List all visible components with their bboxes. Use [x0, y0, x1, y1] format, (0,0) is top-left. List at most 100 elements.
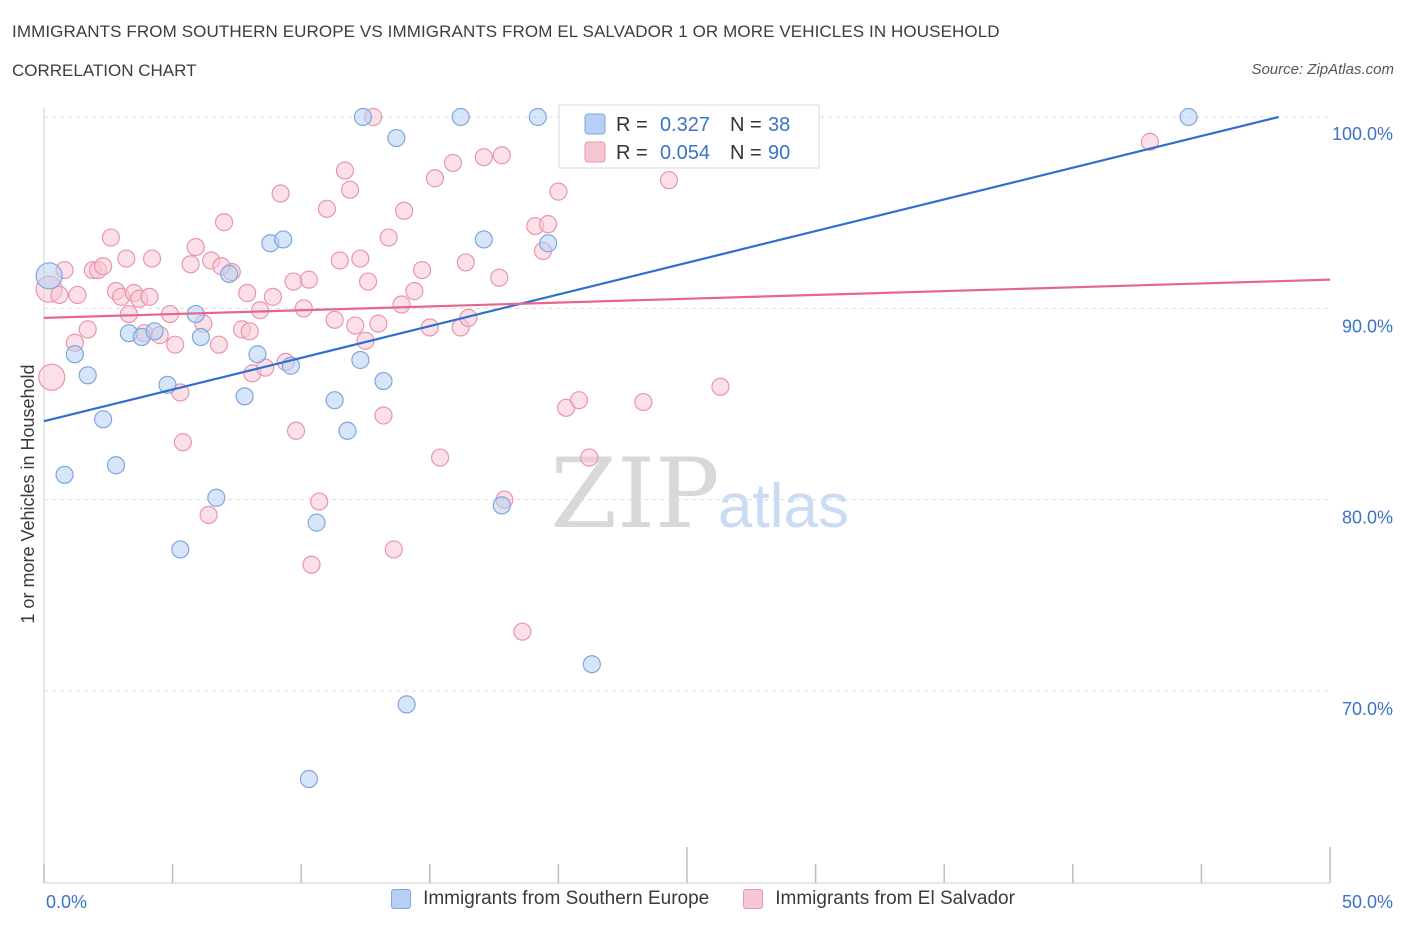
legend-swatch-blue [391, 889, 412, 909]
data-point-pink [294, 299, 313, 318]
stats-r-label: R = [616, 114, 648, 136]
data-point-pink [214, 213, 234, 232]
data-point-pink [101, 228, 120, 247]
data-point-blue [307, 513, 326, 532]
trend-line-pink [43, 278, 1331, 319]
data-point-pink [335, 161, 355, 180]
data-point-pink [310, 492, 329, 511]
stats-n-value: 38 [768, 114, 790, 136]
data-point-pink [199, 505, 218, 525]
watermark-zip: ZIP [550, 438, 719, 550]
series-southern-europe [35, 107, 1198, 789]
data-point-pink [392, 295, 411, 314]
data-point-blue [220, 264, 239, 283]
legend-swatch-pink [743, 889, 764, 909]
data-point-blue [207, 488, 226, 507]
data-point-pink [238, 283, 257, 303]
data-point-blue [248, 345, 267, 364]
data-point-blue [171, 540, 190, 559]
data-point-pink [394, 201, 414, 220]
data-point-blue [78, 366, 97, 385]
data-point-blue [528, 107, 547, 127]
x-tick-label-min: 0.0% [46, 892, 87, 912]
data-point-blue [191, 327, 210, 347]
data-point-pink [263, 287, 283, 306]
data-point-blue [235, 387, 254, 406]
data-point-pink [299, 270, 319, 289]
grid [44, 116, 1330, 692]
stats-swatch-blue [584, 113, 606, 135]
data-point-pink [119, 304, 138, 324]
x-tick-label-max: 50.0% [1342, 892, 1393, 912]
stats-n-label: N = [730, 142, 762, 164]
data-point-pink [443, 153, 463, 173]
legend-item-el-salvador[interactable]: Immigrants from El Salvador [743, 888, 1015, 910]
data-point-pink [412, 260, 432, 280]
data-point-pink [340, 180, 360, 199]
stats-n-value: 90 [768, 142, 790, 164]
trend-line-blue [43, 115, 1279, 423]
data-point-pink [379, 228, 398, 247]
data-point-blue [325, 391, 344, 410]
series-el-salvador [35, 107, 1160, 641]
data-point-pink [117, 249, 136, 268]
stats-legend: R = 0.327 N = 38 R = 0.054 N = 90 [558, 104, 820, 169]
legend-label-el-salvador: Immigrants from El Salvador [775, 888, 1015, 909]
data-point-blue [299, 769, 319, 789]
data-point-blue [106, 456, 126, 475]
data-point-pink [513, 622, 532, 641]
y-tick-label: 100.0% [1332, 124, 1393, 144]
y-tick-label: 70.0% [1342, 699, 1393, 719]
data-point-pink [142, 249, 162, 268]
data-point-blue [94, 410, 113, 429]
source-credit: Source: ZipAtlas.com [1251, 61, 1394, 78]
data-point-blue [492, 496, 511, 515]
data-point-pink [173, 433, 192, 452]
data-point-pink [166, 335, 185, 354]
data-point-blue [55, 465, 74, 484]
data-point-pink [549, 182, 568, 201]
watermark-atlas: atlas [718, 472, 849, 541]
data-point-pink [271, 184, 290, 203]
data-point-pink [94, 257, 113, 276]
stats-r-value: 0.327 [660, 114, 710, 136]
data-point-pink [181, 255, 200, 274]
stats-r-value: 0.054 [660, 142, 710, 164]
data-point-blue [397, 695, 416, 714]
data-point-pink [358, 272, 378, 291]
data-point-pink [490, 268, 509, 287]
data-point-pink [284, 272, 303, 291]
data-point-pink [374, 406, 393, 425]
data-point-pink [351, 249, 370, 268]
data-point-pink [68, 285, 87, 305]
data-point-blue [353, 107, 373, 127]
data-point-blue [274, 230, 293, 249]
data-point-blue [387, 128, 406, 148]
tick-labels: 70.0% 80.0% 90.0% 100.0% 0.0% 50.0% 1 or more … [18, 124, 1393, 912]
legend-item-southern-europe[interactable]: Immigrants from Southern Europe [391, 888, 709, 910]
y-axis-label: 1 or more Vehicles in Household [18, 364, 38, 623]
data-point-pink [209, 335, 228, 354]
chart-title: IMMIGRANTS FROM SOUTHERN EUROPE VS IMMIG… [12, 22, 1000, 41]
data-point-pink [286, 421, 306, 440]
data-point-pink [302, 555, 321, 574]
data-point-blue [35, 262, 63, 290]
data-point-blue [474, 230, 493, 249]
data-point-pink [240, 322, 259, 341]
stats-n-label: N = [730, 114, 762, 136]
data-point-pink [425, 169, 445, 188]
data-point-pink [140, 287, 159, 306]
data-point-pink [430, 448, 450, 467]
data-point-pink [186, 238, 205, 257]
data-point-blue [338, 421, 357, 440]
legend-label-southern-europe: Immigrants from Southern Europe [423, 888, 710, 909]
data-point-pink [569, 391, 589, 410]
data-point-pink [384, 540, 403, 559]
data-point-pink [711, 377, 730, 396]
data-point-blue [539, 234, 558, 253]
watermark: ZIP atlas [550, 438, 849, 550]
data-point-pink [78, 320, 97, 339]
y-tick-label: 90.0% [1342, 316, 1393, 336]
y-tick-label: 80.0% [1342, 508, 1393, 528]
